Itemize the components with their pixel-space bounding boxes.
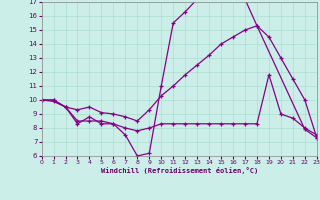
X-axis label: Windchill (Refroidissement éolien,°C): Windchill (Refroidissement éolien,°C) [100, 167, 258, 174]
